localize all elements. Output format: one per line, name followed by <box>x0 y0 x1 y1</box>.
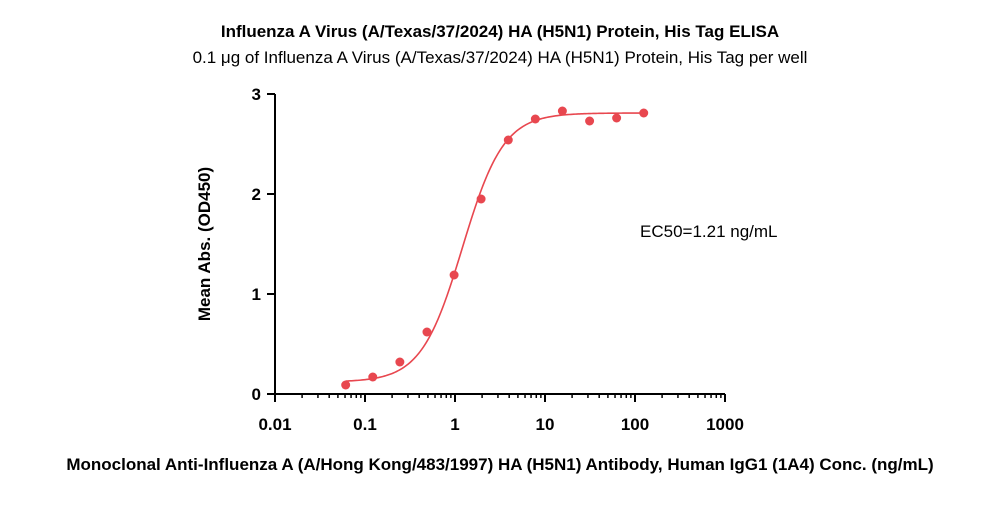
y-tick-label: 3 <box>252 85 261 104</box>
x-tick-label: 0.01 <box>258 415 291 434</box>
x-axis-ticks: 0.01 0.1 1 10 100 1000 <box>258 394 744 434</box>
chart-title: Influenza A Virus (A/Texas/37/2024) HA (… <box>220 22 780 41</box>
y-axis-ticks: 0 1 2 3 <box>252 85 275 404</box>
data-point <box>503 135 513 145</box>
data-point <box>476 194 486 204</box>
y-tick-label: 1 <box>252 285 261 304</box>
x-tick-label: 0.1 <box>353 415 377 434</box>
chart-subtitle: 0.1 μg of Influenza A Virus (A/Texas/37/… <box>192 48 808 67</box>
data-point <box>612 113 622 123</box>
x-tick-label: 10 <box>536 415 555 434</box>
ec50-annotation: EC50=1.21 ng/mL <box>640 222 778 241</box>
y-axis-label: Mean Abs. (OD450) <box>195 167 214 321</box>
y-tick-label: 2 <box>252 185 261 204</box>
data-point <box>341 380 351 390</box>
x-tick-label: 1 <box>450 415 459 434</box>
x-axis-label: Monoclonal Anti-Influenza A (A/Hong Kong… <box>66 455 934 474</box>
chart-axes <box>274 94 725 395</box>
fit-curve-group <box>345 112 644 382</box>
fit-curve <box>345 112 644 382</box>
x-tick-label: 100 <box>621 415 649 434</box>
data-points <box>341 106 649 390</box>
data-point <box>557 106 567 116</box>
data-point <box>639 108 649 118</box>
data-point <box>368 372 378 382</box>
data-point <box>585 116 595 126</box>
y-tick-label: 0 <box>252 385 261 404</box>
data-point <box>530 114 540 124</box>
data-point <box>395 357 405 367</box>
x-tick-label: 1000 <box>706 415 744 434</box>
data-point <box>449 270 459 280</box>
data-point <box>422 327 432 337</box>
